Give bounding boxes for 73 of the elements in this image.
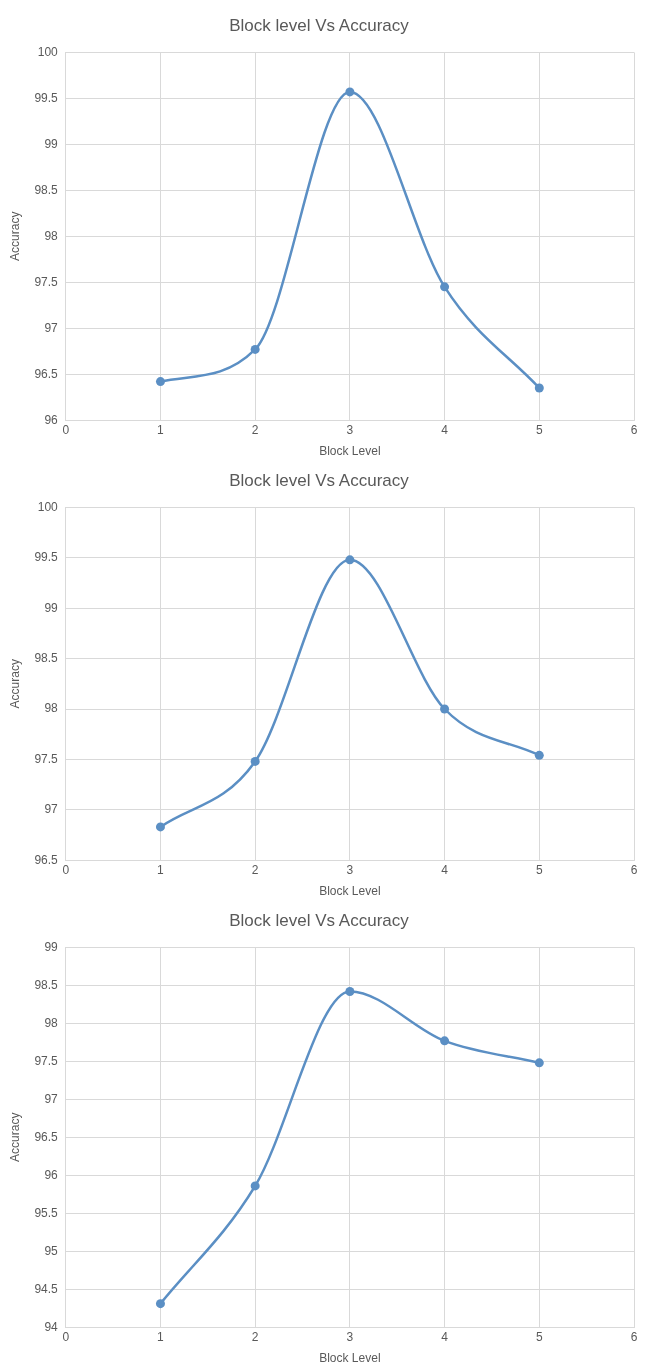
x-tick-label: 5 [535,862,543,877]
point [440,704,450,714]
point [250,344,260,354]
point [534,1058,544,1068]
point [345,986,355,996]
point [250,1181,260,1191]
x-tick-label: 3 [346,862,354,877]
y-tick-label: 97 [44,320,59,335]
y-tick-label: 96.5 [34,366,59,381]
x-tick-label: 3 [346,1329,354,1344]
x-tick-label: 1 [157,1329,165,1344]
x-tick-label: 0 [62,422,70,437]
x-axis-title: Block Level [319,884,381,899]
y-tick-label: 100 [37,44,59,59]
y-tick-label: 97.5 [34,1053,59,1068]
y-axis-title: Accuracy [7,1112,22,1162]
y-axis-title: Accuracy [7,211,22,261]
y-tick-label: 99.5 [34,550,59,565]
y-tick-label: 98 [44,1015,59,1030]
x-tick-label: 6 [630,862,638,877]
point [440,1036,450,1046]
point [440,282,450,292]
x-tick-label: 5 [535,1329,543,1344]
x-tick-label: 2 [251,1329,259,1344]
x-tick-label: 3 [346,422,354,437]
y-tick-label: 98.5 [34,182,59,197]
x-axis-title: Block Level [319,444,381,459]
y-tick-label: 98.5 [34,977,59,992]
chart-title: Block level Vs Accuracy [229,15,410,35]
point [345,555,355,565]
x-tick-label: 4 [441,862,449,877]
y-tick-label: 96.5 [34,1129,59,1144]
y-tick-label: 96.5 [34,852,59,867]
x-tick-label: 4 [441,1329,449,1344]
y-tick-label: 96 [44,1167,59,1182]
y-tick-label: 99 [44,600,59,615]
point [534,383,544,393]
point [534,750,544,760]
y-tick-label: 99 [44,939,59,954]
point [250,756,260,766]
y-tick-label: 98.5 [34,650,59,665]
x-tick-label: 0 [62,1329,70,1344]
x-tick-label: 0 [62,862,70,877]
x-tick-label: 6 [630,1329,638,1344]
point [155,377,165,387]
y-tick-label: 95 [44,1243,59,1258]
y-tick-label: 94 [44,1319,59,1334]
x-tick-label: 2 [251,862,259,877]
point [345,87,355,97]
x-tick-label: 2 [251,422,259,437]
y-tick-label: 97 [44,802,59,817]
x-axis-title: Block Level [319,1351,381,1366]
y-tick-label: 97 [44,1091,59,1106]
x-tick-label: 1 [157,422,165,437]
y-axis-title: Accuracy [7,659,22,709]
x-tick-label: 1 [157,862,165,877]
y-tick-label: 99 [44,136,59,151]
point [155,822,165,832]
x-tick-label: 4 [441,422,449,437]
y-tick-label: 98 [44,701,59,716]
y-tick-label: 99.5 [34,90,59,105]
y-tick-label: 96 [44,412,59,427]
point [155,1299,165,1309]
y-tick-label: 94.5 [34,1281,59,1296]
chart-title: Block level Vs Accuracy [229,910,410,930]
y-tick-label: 98 [44,228,59,243]
y-tick-label: 97.5 [34,274,59,289]
chart-title: Block level Vs Accuracy [229,470,410,490]
y-tick-label: 100 [37,499,59,514]
y-tick-label: 95.5 [34,1205,59,1220]
x-tick-label: 6 [630,422,638,437]
x-tick-label: 5 [535,422,543,437]
y-tick-label: 97.5 [34,751,59,766]
